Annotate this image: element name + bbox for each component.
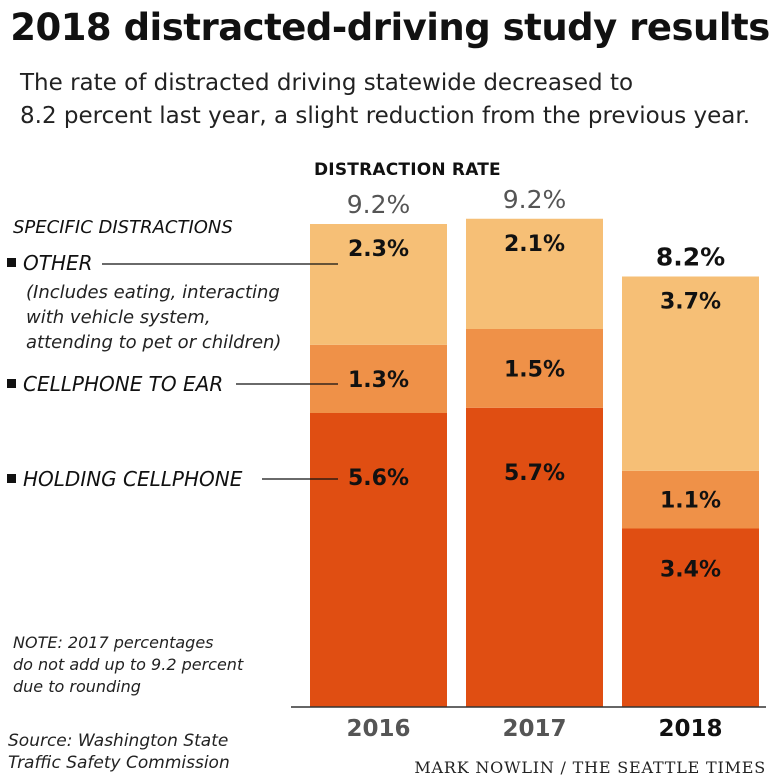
note-line: do not add up to 9.2 percent <box>13 655 244 674</box>
bar-segment-holding-2017 <box>466 407 603 707</box>
legend-item-holding-cellphone: HOLDING CELLPHONE <box>7 467 242 491</box>
bar-segment-other-2018 <box>622 276 759 471</box>
legend-other-note-line: with vehicle system, <box>26 307 211 328</box>
value-label-other-2018: 3.7% <box>660 290 721 315</box>
rounding-note: NOTE: 2017 percentages do not add up to … <box>13 632 243 698</box>
subtitle-line-1: The rate of distracted driving statewide… <box>20 70 634 96</box>
chart-title: 2018 distracted-driving study results <box>10 6 770 49</box>
subtitle-line-2: 8.2 percent last year, a slight reductio… <box>20 103 751 129</box>
legend-other-note: (Includes eating, interacting with vehic… <box>26 280 281 355</box>
bar-segment-holding-2016 <box>310 413 447 707</box>
bar-segment-holding-2018 <box>622 528 759 707</box>
bar-segment-ear-2016 <box>310 344 447 413</box>
total-label-2018: 8.2% <box>656 243 725 272</box>
legend-label-cellphone-to-ear: CELLPHONE TO EAR <box>23 372 224 396</box>
total-label-2017: 9.2% <box>503 185 567 214</box>
legend-item-cellphone-to-ear: CELLPHONE TO EAR <box>7 372 223 396</box>
legend-marker-icon <box>7 474 16 483</box>
category-label-2017: 2017 <box>502 716 566 742</box>
legend-label-other: OTHER <box>23 251 93 275</box>
value-label-other-2017: 2.1% <box>504 232 565 257</box>
value-label-ear-2018: 1.1% <box>660 489 721 514</box>
bar-segment-other-2016 <box>310 224 447 345</box>
value-label-holding-2017: 5.7% <box>504 461 565 486</box>
legend-other-note-line: attending to pet or children) <box>26 332 282 353</box>
value-label-other-2016: 2.3% <box>348 237 409 262</box>
distraction-rate-header: DISTRACTION RATE <box>314 160 501 180</box>
value-label-ear-2016: 1.3% <box>348 368 409 393</box>
note-line: due to rounding <box>13 677 141 696</box>
bar-segment-ear-2018 <box>622 470 759 529</box>
source-note: Source: Washington State Traffic Safety … <box>8 730 230 774</box>
legend-label-holding-cellphone: HOLDING CELLPHONE <box>23 467 243 491</box>
category-label-2016: 2016 <box>346 716 410 742</box>
source-line: Source: Washington State <box>8 731 229 751</box>
value-label-ear-2017: 1.5% <box>504 357 565 382</box>
bar-segment-other-2017 <box>466 218 603 329</box>
bar-segment-ear-2017 <box>466 329 603 408</box>
note-line: NOTE: 2017 percentages <box>13 633 214 652</box>
legend-heading: SPECIFIC DISTRACTIONS <box>13 217 233 238</box>
category-label-2018: 2018 <box>658 716 722 742</box>
credit-line: MARK NOWLIN / THE SEATTLE TIMES <box>414 758 766 777</box>
value-label-holding-2018: 3.4% <box>660 558 721 583</box>
legend-marker-icon <box>7 258 16 267</box>
total-label-2016: 9.2% <box>347 190 411 219</box>
legend-marker-icon <box>7 379 16 388</box>
value-label-holding-2016: 5.6% <box>348 466 409 491</box>
legend-item-other: OTHER <box>7 251 93 275</box>
legend-other-note-line: (Includes eating, interacting <box>26 282 280 303</box>
source-line: Traffic Safety Commission <box>8 753 230 773</box>
